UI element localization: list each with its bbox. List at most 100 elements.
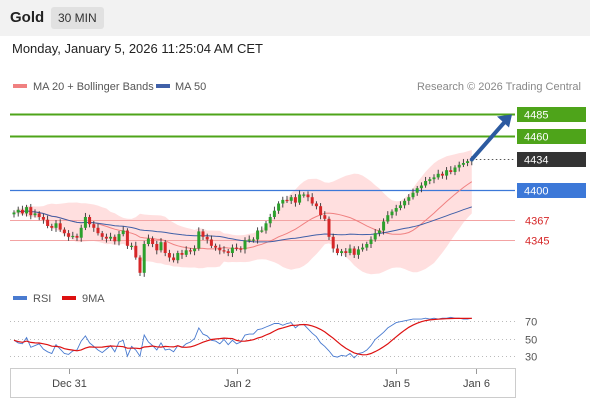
candle-body xyxy=(302,194,306,196)
legend-ma20-label: MA 20 + Bollinger Bands xyxy=(33,81,154,93)
bollinger-band-area xyxy=(14,150,472,275)
candle-body xyxy=(100,233,104,237)
target-label-box-4485 xyxy=(517,107,586,122)
candle-body xyxy=(197,231,201,249)
candle-body xyxy=(382,221,386,231)
candle-body xyxy=(67,233,71,237)
candle-body xyxy=(167,253,171,258)
level-lines xyxy=(10,113,515,241)
candle-body xyxy=(218,247,222,251)
legend-ma50-swatch xyxy=(156,84,170,88)
candle-body xyxy=(184,250,188,255)
rsi-tick-30: 30 xyxy=(525,352,537,364)
candle-body xyxy=(411,192,415,198)
candle-body xyxy=(377,230,381,234)
candle-body xyxy=(46,219,50,226)
candle-body xyxy=(247,239,251,241)
candle-body xyxy=(180,253,184,255)
legend-price: MA 20 + Bollinger Bands MA 50 xyxy=(13,81,206,93)
candle-body xyxy=(310,197,314,204)
forecast-arrow-shaft xyxy=(469,118,508,162)
candle-body xyxy=(41,217,45,220)
candle-body xyxy=(390,211,394,216)
candle-body xyxy=(335,248,339,253)
candle-body xyxy=(457,164,461,168)
candle-body xyxy=(331,236,335,249)
x-tick-label: Jan 5 xyxy=(383,378,410,390)
candle-body xyxy=(205,236,209,240)
candle-body xyxy=(134,245,138,258)
time-axis-frame xyxy=(10,368,516,398)
candle-body xyxy=(260,230,264,232)
candle-body xyxy=(172,257,176,261)
candle-body xyxy=(142,244,146,273)
candle-body xyxy=(289,197,293,201)
timestamp: Monday, January 5, 2026 11:25:04 AM CET xyxy=(12,41,263,56)
candle-body xyxy=(235,247,239,249)
candle-body xyxy=(79,227,83,238)
candle-body xyxy=(281,199,285,204)
candle-body xyxy=(58,223,62,230)
rsi-ma-line xyxy=(13,317,472,356)
candle-body xyxy=(54,223,58,228)
candle-body xyxy=(20,209,24,214)
pivot-label-4400: 4400 xyxy=(524,186,548,198)
x-tick-label: Dec 31 xyxy=(52,378,87,390)
legend-ma20-swatch xyxy=(13,84,27,88)
candle-body xyxy=(226,251,230,253)
candle-body xyxy=(104,236,108,239)
candle-body xyxy=(92,224,96,228)
candle-body xyxy=(319,206,323,216)
candle-body xyxy=(71,235,75,238)
pivot-label-box-4400 xyxy=(517,183,586,198)
candle-body xyxy=(403,200,407,206)
rsi-tick-50: 50 xyxy=(525,335,537,347)
legend-9ma-swatch xyxy=(62,296,76,300)
watermark: Research © 2026 Trading Central xyxy=(417,81,581,93)
candle-body xyxy=(298,194,302,203)
candle-body xyxy=(277,203,281,211)
candle-body xyxy=(323,215,327,219)
chart-header: Gold 30 MIN xyxy=(0,0,590,36)
target-label-4485: 4485 xyxy=(524,110,548,122)
rsi-panel: 70 50 30 xyxy=(10,317,537,364)
candle-body xyxy=(37,213,41,217)
candle-body xyxy=(159,242,163,251)
x-tick-label: Jan 2 xyxy=(224,378,251,390)
candle-body xyxy=(256,230,260,240)
candle-body xyxy=(445,170,449,176)
instrument-title: Gold xyxy=(10,9,45,26)
candle-body xyxy=(121,230,125,235)
legend-9ma-label: 9MA xyxy=(82,293,105,305)
candle-body xyxy=(361,247,365,250)
candle-body xyxy=(188,250,192,252)
candle-body xyxy=(222,250,226,252)
rsi-line xyxy=(13,316,472,359)
candle-body xyxy=(12,212,16,215)
candle-body xyxy=(214,245,218,248)
candle-body xyxy=(109,236,113,239)
legend-ma50-label: MA 50 xyxy=(175,81,206,93)
candle-body xyxy=(306,194,310,198)
candle-body xyxy=(146,238,150,244)
candle-body xyxy=(130,245,134,247)
candle-body xyxy=(268,217,272,224)
candle-body xyxy=(369,239,373,244)
legend-rsi: RSI 9MA xyxy=(13,293,105,305)
support-label-4345: 4345 xyxy=(525,236,549,248)
candle-body xyxy=(453,167,457,172)
legend-rsi-label: RSI xyxy=(33,293,51,305)
candle-body xyxy=(62,229,66,234)
candle-body xyxy=(239,248,243,250)
candle-body xyxy=(344,251,348,253)
last-price-label: 4434 xyxy=(524,155,548,167)
candle-body xyxy=(398,205,402,208)
candle-body xyxy=(201,231,205,237)
timeframe-button[interactable]: 30 MIN xyxy=(51,7,104,29)
candle-body xyxy=(33,213,37,216)
support-label-4367: 4367 xyxy=(525,216,549,228)
candle-body xyxy=(113,236,117,242)
candle-body xyxy=(243,240,247,250)
candle-body xyxy=(466,161,470,163)
